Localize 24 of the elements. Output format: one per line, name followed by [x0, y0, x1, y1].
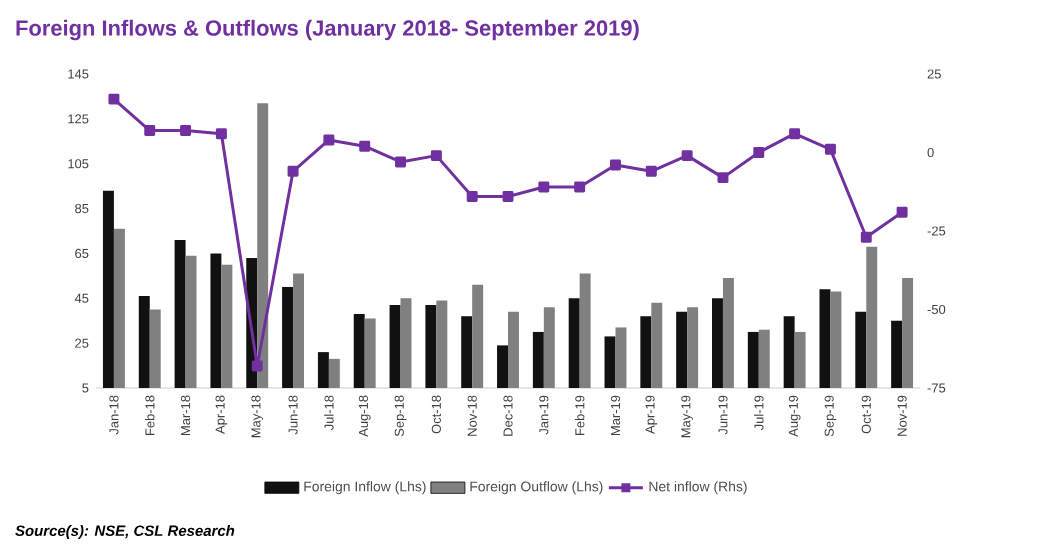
point: [395, 156, 407, 168]
point: [753, 147, 765, 158]
point: [789, 128, 801, 140]
point: [502, 190, 514, 202]
point: [215, 128, 227, 140]
point: [717, 172, 729, 184]
chart-title: Foreign Inflows & Outflows (January 2018- September 2019): [16, 19, 639, 41]
point: [430, 150, 442, 162]
point: [896, 206, 908, 218]
point: [287, 165, 299, 177]
point: [144, 125, 156, 136]
point: [824, 143, 836, 155]
point: [180, 125, 192, 136]
point: [323, 134, 335, 146]
point: [860, 231, 872, 243]
point: [681, 150, 693, 162]
point: [466, 190, 478, 202]
point: [645, 165, 657, 177]
point: [538, 181, 550, 193]
point: [108, 93, 120, 105]
point: [251, 360, 263, 372]
point: [574, 181, 586, 193]
point: [359, 140, 371, 152]
point: [610, 159, 621, 171]
